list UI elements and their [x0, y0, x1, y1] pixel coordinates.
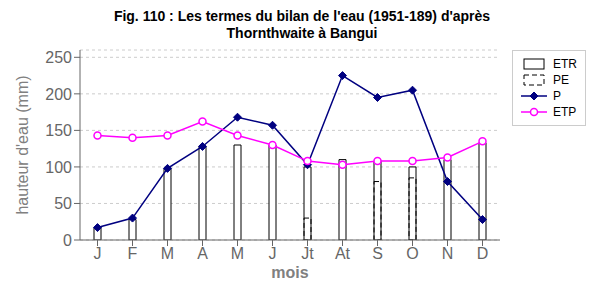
svg-text:N: N [442, 245, 454, 262]
svg-text:150: 150 [45, 122, 72, 139]
svg-text:O: O [406, 245, 418, 262]
svg-text:J: J [269, 245, 277, 262]
svg-text:50: 50 [54, 195, 72, 212]
svg-text:Jt: Jt [301, 245, 314, 262]
html-text:ETP: ETP [553, 105, 577, 119]
svg-text:J: J [94, 245, 102, 262]
svg-text:M: M [231, 245, 244, 262]
svg-text:S: S [372, 245, 383, 262]
svg-text:F: F [128, 245, 138, 262]
svg-text:100: 100 [45, 159, 72, 176]
svg-text:At: At [335, 245, 351, 262]
svg-text:D: D [477, 245, 489, 262]
html-text:P: P [553, 89, 561, 103]
html-text:Thornthwaite à Bangui: Thornthwaite à Bangui [226, 25, 378, 41]
svg-text:0: 0 [63, 232, 72, 249]
html-text:PE: PE [553, 73, 569, 87]
html-text:ETR: ETR [553, 57, 577, 71]
svg-text:hauteur d'eau (mm): hauteur d'eau (mm) [14, 75, 31, 214]
svg-text:A: A [197, 245, 208, 262]
svg-text:mois: mois [271, 264, 308, 281]
svg-text:200: 200 [45, 86, 72, 103]
html-text:Fig. 110 : Les termes du bilan: Fig. 110 : Les termes du bilan de l'eau … [113, 8, 491, 24]
svg-text:M: M [161, 245, 174, 262]
svg-text:250: 250 [45, 49, 72, 66]
